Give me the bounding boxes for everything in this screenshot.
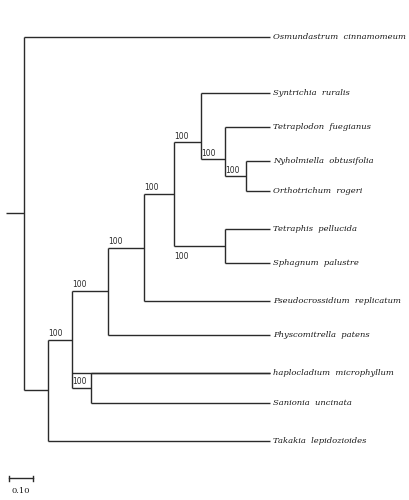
Text: 100: 100 [174, 252, 189, 261]
Text: haplocladium  microphyllum: haplocladium microphyllum [273, 368, 394, 376]
Text: Nyholmiella  obtusifolia: Nyholmiella obtusifolia [273, 158, 374, 166]
Text: Physcomitrella  patens: Physcomitrella patens [273, 331, 370, 339]
Text: Syntrichia  ruralis: Syntrichia ruralis [273, 90, 350, 98]
Text: 100: 100 [48, 328, 63, 338]
Text: 100: 100 [72, 377, 87, 386]
Text: 100: 100 [144, 184, 159, 192]
Text: Orthotrichum  rogeri: Orthotrichum rogeri [273, 188, 362, 196]
Text: 100: 100 [201, 148, 216, 158]
Text: Osmundastrum  cinnamomeum: Osmundastrum cinnamomeum [273, 32, 406, 40]
Text: Pseudocrossidium  replicatum: Pseudocrossidium replicatum [273, 297, 401, 305]
Text: 0.10: 0.10 [11, 486, 30, 494]
Text: Sphagnum  palustre: Sphagnum palustre [273, 259, 359, 267]
Text: 100: 100 [174, 132, 189, 140]
Text: Takakia  lepidozioides: Takakia lepidozioides [273, 436, 366, 444]
Text: Tetraplodon  fuegianus: Tetraplodon fuegianus [273, 124, 371, 132]
Text: 100: 100 [72, 280, 87, 289]
Text: Tetraphis  pellucida: Tetraphis pellucida [273, 225, 357, 233]
Text: 100: 100 [108, 237, 123, 246]
Text: Sanionia  uncinata: Sanionia uncinata [273, 399, 352, 407]
Text: 100: 100 [225, 166, 240, 174]
